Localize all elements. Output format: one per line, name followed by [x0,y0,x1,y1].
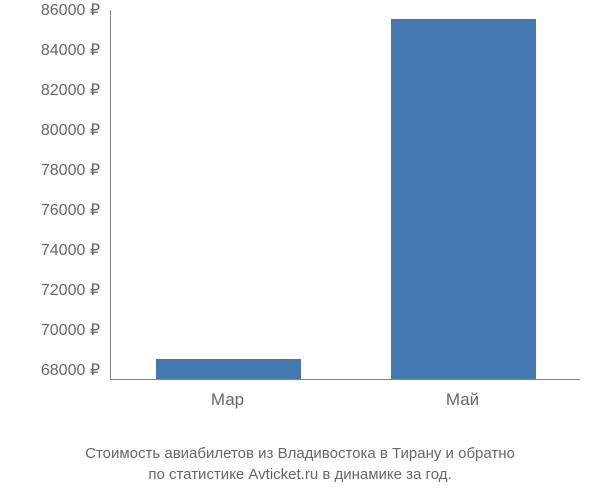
y-tick-label: 86000 ₽ [10,0,100,20]
caption-line2: по статистике Avticket.ru в динамике за … [148,466,451,483]
y-axis: 68000 ₽ 70000 ₽ 72000 ₽ 74000 ₽ 76000 ₽ 78000… [10,10,100,380]
plot-area [110,10,580,380]
y-tick-label: 76000 ₽ [10,200,100,220]
x-axis: Мар Май [110,385,580,415]
x-tick-label: Май [446,390,479,410]
y-tick-label: 68000 ₽ [10,360,100,380]
y-tick-label: 82000 ₽ [10,80,100,100]
caption-line1: Стоимость авиабилетов из Владивостока в … [85,445,515,462]
bar [156,359,302,379]
chart-caption: Стоимость авиабилетов из Владивостока в … [0,443,600,485]
y-tick-label: 74000 ₽ [10,240,100,260]
y-tick-label: 72000 ₽ [10,280,100,300]
y-tick-label: 84000 ₽ [10,40,100,60]
y-tick-label: 80000 ₽ [10,120,100,140]
y-tick-label: 70000 ₽ [10,320,100,340]
y-tick-label: 78000 ₽ [10,160,100,180]
x-tick-label: Мар [211,390,244,410]
chart-container: 68000 ₽ 70000 ₽ 72000 ₽ 74000 ₽ 76000 ₽ 78000… [10,10,590,430]
bar [391,19,537,379]
